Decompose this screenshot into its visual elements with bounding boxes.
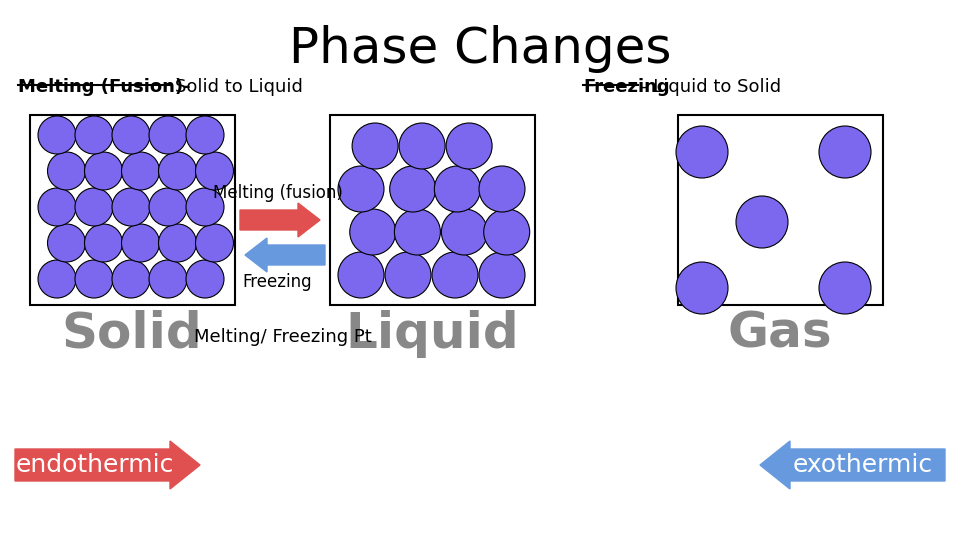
- Circle shape: [149, 188, 187, 226]
- Circle shape: [149, 260, 187, 298]
- Circle shape: [432, 252, 478, 298]
- Text: exothermic: exothermic: [793, 453, 933, 477]
- Circle shape: [390, 166, 436, 212]
- Circle shape: [395, 209, 441, 255]
- Circle shape: [819, 126, 871, 178]
- Bar: [678, 115, 883, 305]
- Circle shape: [446, 123, 492, 169]
- Text: Melting/ Freezing Pt: Melting/ Freezing Pt: [194, 328, 372, 346]
- Circle shape: [112, 116, 150, 154]
- Circle shape: [38, 188, 76, 226]
- Circle shape: [84, 152, 123, 190]
- Circle shape: [736, 196, 788, 248]
- Circle shape: [47, 152, 85, 190]
- Circle shape: [47, 224, 85, 262]
- Text: Phase Changes: Phase Changes: [289, 25, 671, 73]
- Circle shape: [186, 188, 224, 226]
- Circle shape: [819, 262, 871, 314]
- Circle shape: [442, 209, 488, 255]
- Text: Melting (fusion): Melting (fusion): [212, 184, 343, 202]
- FancyArrow shape: [760, 441, 945, 489]
- Circle shape: [196, 224, 233, 262]
- Circle shape: [385, 252, 431, 298]
- Bar: [330, 115, 535, 305]
- Text: - Liquid to Solid: - Liquid to Solid: [641, 78, 781, 96]
- Text: Solid: Solid: [61, 310, 203, 358]
- Circle shape: [399, 123, 445, 169]
- Text: Liquid: Liquid: [346, 310, 518, 358]
- Circle shape: [352, 123, 398, 169]
- Circle shape: [158, 224, 197, 262]
- Circle shape: [112, 188, 150, 226]
- Circle shape: [122, 224, 159, 262]
- Circle shape: [349, 209, 396, 255]
- Circle shape: [38, 260, 76, 298]
- Circle shape: [676, 262, 728, 314]
- Circle shape: [75, 188, 113, 226]
- Circle shape: [75, 260, 113, 298]
- Text: endothermic: endothermic: [15, 453, 174, 477]
- Circle shape: [84, 224, 123, 262]
- Circle shape: [158, 152, 197, 190]
- Circle shape: [38, 116, 76, 154]
- Circle shape: [186, 116, 224, 154]
- Circle shape: [75, 116, 113, 154]
- Circle shape: [484, 209, 530, 255]
- Circle shape: [112, 260, 150, 298]
- Circle shape: [676, 126, 728, 178]
- Circle shape: [122, 152, 159, 190]
- Circle shape: [434, 166, 480, 212]
- Circle shape: [149, 116, 187, 154]
- FancyArrow shape: [15, 441, 200, 489]
- Text: Melting (Fusion)-: Melting (Fusion)-: [18, 78, 191, 96]
- FancyArrow shape: [240, 203, 320, 237]
- Circle shape: [479, 252, 525, 298]
- Circle shape: [338, 166, 384, 212]
- Text: Gas: Gas: [728, 310, 832, 358]
- Text: Solid to Liquid: Solid to Liquid: [175, 78, 302, 96]
- Circle shape: [338, 252, 384, 298]
- Circle shape: [479, 166, 525, 212]
- Text: Freezing: Freezing: [243, 273, 312, 291]
- Circle shape: [196, 152, 233, 190]
- FancyArrow shape: [245, 238, 325, 272]
- Bar: [30, 115, 235, 305]
- Circle shape: [186, 260, 224, 298]
- Text: Freezing: Freezing: [583, 78, 670, 96]
